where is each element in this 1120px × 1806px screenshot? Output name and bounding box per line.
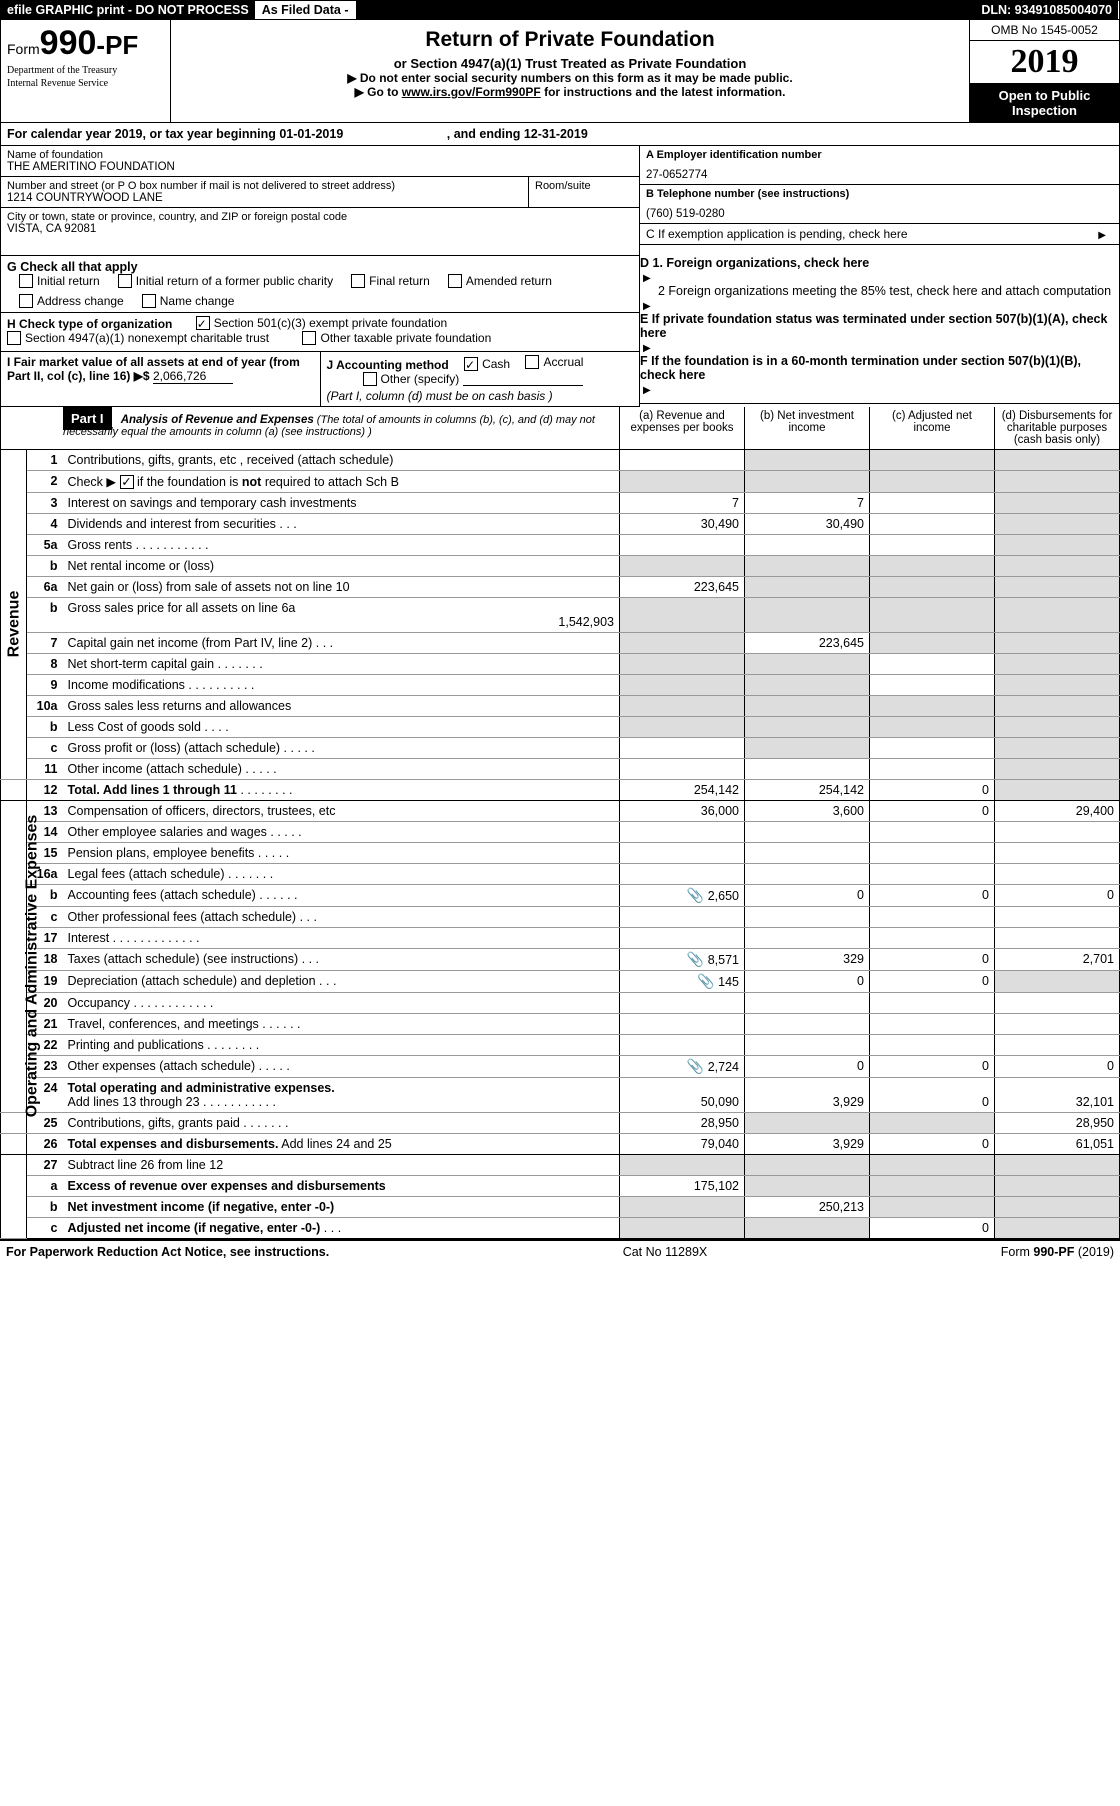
section-h: H Check type of organization ✓Section 50… <box>1 313 639 352</box>
form-subtitle: or Section 4947(a)(1) Trust Treated as P… <box>177 56 963 71</box>
ein-cell: A Employer identification number 27-0652… <box>640 146 1119 185</box>
cb-other-acct[interactable] <box>363 372 377 386</box>
attach-icon[interactable]: 📎 <box>686 888 704 902</box>
attach-icon[interactable]: 📎 <box>686 1059 704 1073</box>
form-suffix: -PF <box>96 30 138 61</box>
address-cell: Number and street (or P O box number if … <box>1 177 639 208</box>
col-d: (d) Disbursements for charitable purpose… <box>994 407 1119 449</box>
cb-amended[interactable] <box>448 274 462 288</box>
main-table: Revenue 1Contributions, gifts, grants, e… <box>0 450 1120 1239</box>
field-d2: 2 Foreign organizations meeting the 85% … <box>640 284 1119 312</box>
dept1: Department of the Treasury <box>7 65 164 76</box>
section-i: I Fair market value of all assets at end… <box>1 352 321 406</box>
cb-initial[interactable] <box>19 274 33 288</box>
field-d1: D 1. Foreign organizations, check here <box>640 256 1119 284</box>
dln-label: DLN: 93491085004070 <box>975 1 1119 19</box>
section-j: J Accounting method ✓Cash Accrual Other … <box>321 352 640 406</box>
form-word: Form <box>7 41 40 57</box>
dept2: Internal Revenue Service <box>7 78 164 89</box>
part1-header: Part I Analysis of Revenue and Expenses … <box>0 407 1120 450</box>
form-header: Form 990 -PF Department of the Treasury … <box>0 20 1120 123</box>
col-c: (c) Adjusted net income <box>869 407 994 449</box>
field-e: E If private foundation status was termi… <box>640 312 1119 354</box>
form-number: 990 <box>40 24 97 63</box>
foundation-name-cell: Name of foundation THE AMERITINO FOUNDAT… <box>1 146 639 177</box>
instr1: ▶ Do not enter social security numbers o… <box>177 71 963 85</box>
field-f: F If the foundation is in a 60-month ter… <box>640 354 1119 404</box>
cb-schb[interactable]: ✓ <box>120 475 134 489</box>
open-inspection: Open to Public Inspection <box>970 84 1119 122</box>
field-c: C If exemption application is pending, c… <box>640 224 1119 245</box>
cb-cash[interactable]: ✓ <box>464 357 478 371</box>
form-title: Return of Private Foundation <box>177 28 963 52</box>
cb-name[interactable] <box>142 294 156 308</box>
instr2: ▶ Go to www.irs.gov/Form990PF for instru… <box>177 85 963 99</box>
cb-address[interactable] <box>19 294 33 308</box>
col-b: (b) Net investment income <box>744 407 869 449</box>
phone-cell: B Telephone number (see instructions) (7… <box>640 185 1119 224</box>
irs-link[interactable]: www.irs.gov/Form990PF <box>402 85 541 99</box>
attach-icon[interactable]: 📎 <box>697 974 715 988</box>
cb-other-tax[interactable] <box>302 331 316 345</box>
cb-accrual[interactable] <box>525 355 539 369</box>
top-bar: efile GRAPHIC print - DO NOT PROCESS As … <box>0 0 1120 20</box>
cb-4947[interactable] <box>7 331 21 345</box>
page-footer: For Paperwork Reduction Act Notice, see … <box>0 1239 1120 1263</box>
cb-final[interactable] <box>351 274 365 288</box>
col-a: (a) Revenue and expenses per books <box>619 407 744 449</box>
tax-year: 2019 <box>970 41 1119 84</box>
cb-initial-former[interactable] <box>118 274 132 288</box>
asfiled-label: As Filed Data - <box>256 1 356 19</box>
attach-icon[interactable]: 📎 <box>686 952 704 966</box>
cb-501c3[interactable]: ✓ <box>196 316 210 330</box>
omb: OMB No 1545-0052 <box>970 20 1119 41</box>
calendar-year: For calendar year 2019, or tax year begi… <box>0 123 1120 146</box>
section-g: G Check all that apply Initial return In… <box>1 256 639 313</box>
efile-label: efile GRAPHIC print - DO NOT PROCESS <box>1 1 256 19</box>
city-cell: City or town, state or province, country… <box>1 208 639 256</box>
